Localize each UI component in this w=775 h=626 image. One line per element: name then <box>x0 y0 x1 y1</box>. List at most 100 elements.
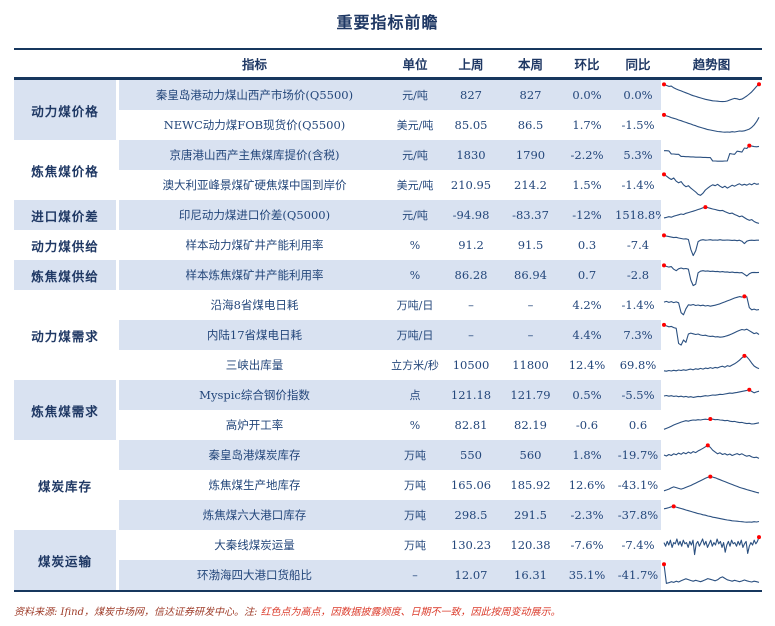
spark-high-dot <box>662 172 666 177</box>
header-indicator: 指标 <box>241 57 267 72</box>
this-week-cell: – <box>527 298 534 312</box>
table-row: 炼焦煤生产地库存 万吨 165.06 185.92 12.6% -43.1% <box>119 470 762 500</box>
yoy-cell: 0.6 <box>628 418 648 432</box>
trend-cell <box>661 200 762 230</box>
table-row: Myspic综合钢价指数 点 121.18 121.79 0.5% -5.5% <box>119 380 762 410</box>
row-band: 秦皇岛港动力煤山西产市场价(Q5500) 元/吨 827 827 0.0% 0.0% <box>119 80 661 110</box>
last-week-cell: – <box>468 298 474 312</box>
table-row: 炼焦煤六大港口库存 万吨 298.5 291.5 -2.3% -37.8% <box>119 500 762 530</box>
indicator-cell: 炼焦煤生产地库存 <box>208 478 301 492</box>
wow-cell: 0.3 <box>577 238 597 252</box>
wow-cell: 12.4% <box>568 358 606 372</box>
unit-cell: 元/吨 <box>402 89 428 102</box>
sparkline-chart <box>662 322 760 346</box>
wow-cell: -0.6 <box>575 418 599 432</box>
header-trend: 趋势图 <box>692 57 731 72</box>
unit-cell: 立方米/秒 <box>391 359 439 372</box>
category-cell: 动力煤价格 <box>14 80 116 140</box>
spark-high-dot <box>662 322 666 327</box>
row-band: NEWC动力煤FOB现货价(Q5500) 美元/吨 85.05 86.5 1.7% -1.… <box>119 110 661 140</box>
row-band: 高炉开工率% 82.81 82.19 -0.6 0.6 <box>119 410 661 440</box>
indicator-cell: 样本炼焦煤矿井产能利用率 <box>185 268 324 282</box>
this-week-cell: 86.5 <box>517 118 544 132</box>
table-header-row: 指标 单位 上周 本周 环比 同比 趋势图 <box>14 48 762 80</box>
trend-cell <box>661 380 762 410</box>
this-week-cell: 120.38 <box>510 538 551 552</box>
spark-high-dot <box>757 535 761 540</box>
row-band: 大秦线煤炭运量 万吨 130.23 120.38 -7.6% -7.4% <box>119 530 661 560</box>
last-week-cell: 210.95 <box>450 178 492 192</box>
note-text: 红色点为高点，因数据披露频度、日期不一致，因此按周变动展示。 <box>260 607 561 618</box>
wow-cell: 4.2% <box>572 298 602 312</box>
yoy-cell: 69.8% <box>619 358 657 372</box>
indicator-cell: 炼焦煤六大港口库存 <box>202 508 307 522</box>
wow-cell: 1.8% <box>572 448 602 462</box>
category-cell: 炼焦煤供给 <box>14 260 116 290</box>
sparkline-chart <box>662 112 760 133</box>
category-cell: 煤炭运输 <box>14 530 116 590</box>
row-band: 京唐港山西产主焦煤库提价(含税) 元/吨 1830 1790 -2.2% 5.3% <box>119 140 661 170</box>
yoy-cell: -43.1% <box>617 478 659 492</box>
unit-cell: 万吨 <box>404 449 426 462</box>
sparkline-chart <box>662 562 760 584</box>
wow-cell: 0.7 <box>577 268 597 282</box>
table-row: 澳大利亚峰景煤矿硬焦煤中国到岸价 美元/吨 210.95 214.2 1.5% -1.4% <box>119 170 762 200</box>
wow-cell: -2.2% <box>570 148 604 162</box>
this-week-cell: 185.92 <box>510 478 551 492</box>
wow-cell: -12% <box>572 208 602 222</box>
indicator-cell: 三峡出库量 <box>225 358 284 372</box>
row-band: Myspic综合钢价指数 点 121.18 121.79 0.5% -5.5% <box>119 380 661 410</box>
indicators-table: 指标 单位 上周 本周 环比 同比 趋势图 动力煤价格 炼焦煤价格 进口煤价差 动力煤… <box>14 48 762 592</box>
indicator-cell: 秦皇岛港煤炭库存 <box>208 448 301 462</box>
yoy-cell: -41.7% <box>617 568 659 582</box>
wow-cell: 12.6% <box>568 478 606 492</box>
wow-cell: -7.6% <box>570 538 604 552</box>
unit-cell: 万吨 <box>404 509 426 522</box>
table-body: 动力煤价格 炼焦煤价格 进口煤价差 动力煤供给 炼焦煤供给 动力煤需求 炼焦煤需求 煤炭库存煤… <box>14 80 762 592</box>
table-row: 内陆17省煤电日耗 万吨/日 – – 4.4% 7.3% <box>119 320 762 350</box>
category-cell: 炼焦煤价格 <box>14 140 116 200</box>
trend-cell <box>661 440 762 470</box>
yoy-cell: -5.5% <box>621 388 655 402</box>
sparkline-chart <box>663 474 760 494</box>
header-wow: 环比 <box>574 57 600 72</box>
yoy-cell: 7.3% <box>623 328 653 342</box>
this-week-cell: 291.5 <box>514 508 547 522</box>
yoy-cell: -37.8% <box>617 508 659 522</box>
table-row: 高炉开工率% 82.81 82.19 -0.6 0.6 <box>119 410 762 440</box>
wow-cell: 0.0% <box>572 88 602 102</box>
this-week-cell: 82.19 <box>514 418 547 432</box>
trend-cell <box>661 530 762 560</box>
table-row: 沿海8省煤电日耗 万吨/日 – – 4.2% -1.4% <box>119 290 762 320</box>
spark-high-dot <box>742 353 747 358</box>
row-band: 环渤海四大港口货船比 – 12.07 16.31 35.1% -41.7% <box>119 560 661 590</box>
this-week-cell: -83.37 <box>512 208 549 222</box>
yoy-cell: -1.5% <box>621 118 655 132</box>
spark-high-dot <box>662 82 666 87</box>
row-band: 内陆17省煤电日耗 万吨/日 – – 4.4% 7.3% <box>119 320 661 350</box>
yoy-cell: -2.8 <box>626 268 650 282</box>
wow-cell: 1.7% <box>572 118 602 132</box>
this-week-cell: 91.5 <box>517 238 544 252</box>
sparkline-chart <box>662 82 761 103</box>
table-row: 大秦线煤炭运量 万吨 130.23 120.38 -7.6% -7.4% <box>119 530 762 560</box>
yoy-cell: 1518.8% <box>615 208 661 222</box>
table-row: 样本动力煤矿井产能利用率% 91.2 91.5 0.3 -7.4 <box>119 230 762 260</box>
last-week-cell: 12.07 <box>454 568 488 582</box>
last-week-cell: -94.98 <box>452 208 490 222</box>
indicator-cell: 内陆17省煤电日耗 <box>206 328 303 342</box>
row-band: 三峡出库量 立方米/秒 10500 11800 12.4% 69.8% <box>119 350 661 380</box>
sparkline-chart <box>663 294 760 316</box>
last-week-cell: 1830 <box>456 148 486 162</box>
spark-high-dot <box>662 233 666 238</box>
sparkline-chart <box>662 172 760 196</box>
this-week-cell: 1790 <box>515 148 546 162</box>
table-row: NEWC动力煤FOB现货价(Q5500) 美元/吨 85.05 86.5 1.7% -1.… <box>119 110 762 140</box>
table-row: 秦皇岛港动力煤山西产市场价(Q5500) 元/吨 827 827 0.0% 0.0% <box>119 80 762 110</box>
unit-cell: 万吨 <box>404 539 426 552</box>
row-band: 样本炼焦煤矿井产能利用率% 86.28 86.94 0.7 -2.8 <box>119 260 661 290</box>
this-week-cell: 86.94 <box>514 268 547 282</box>
yoy-cell: -19.7% <box>617 448 659 462</box>
spark-high-dot <box>705 443 710 448</box>
